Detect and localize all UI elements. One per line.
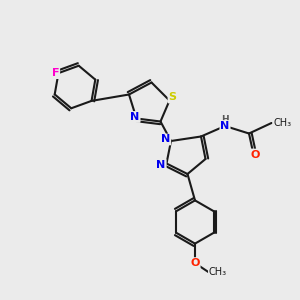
Text: H: H — [221, 115, 229, 124]
Text: F: F — [52, 68, 59, 78]
Text: N: N — [220, 121, 230, 131]
Text: CH₃: CH₃ — [208, 267, 226, 277]
Text: O: O — [250, 149, 260, 160]
Text: CH₃: CH₃ — [273, 118, 291, 128]
Text: N: N — [157, 160, 166, 170]
Text: O: O — [190, 258, 200, 268]
Text: S: S — [169, 92, 176, 103]
Text: N: N — [161, 134, 170, 145]
Text: N: N — [130, 112, 140, 122]
